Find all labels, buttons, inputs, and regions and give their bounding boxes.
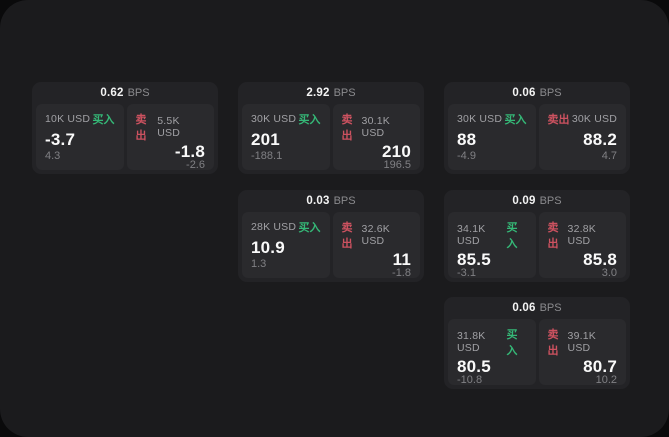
buy-side-label: 买入: [92, 114, 115, 126]
sell-side-label: 卖出: [341, 222, 353, 250]
sell-quote-tile[interactable]: 卖出 39.1K USD 80.7 10.2: [538, 319, 626, 386]
bps-unit-label: BPS: [539, 302, 562, 314]
quote-panels: 28K USD 买入 10.9 1.3 卖出 32.6K USD 11 -1.8: [242, 212, 420, 279]
sell-side-label: 卖出: [547, 222, 559, 250]
spread-header: 0.09 BPS: [448, 190, 626, 212]
quote-card-5: 0.06 BPS 31.8K USD 买入 80.5 -10.8 卖出 39.1…: [444, 297, 630, 389]
sell-sub-value: -2.6: [186, 159, 205, 171]
sell-sub-value: 4.7: [601, 150, 617, 162]
spread-header: 2.92 BPS: [242, 82, 420, 104]
sell-quote-tile[interactable]: 卖出 32.8K USD 85.8 3.0: [538, 212, 626, 279]
buy-quote-tile[interactable]: 31.8K USD 买入 80.5 -10.8: [448, 319, 536, 386]
buy-side-label: 买入: [298, 114, 321, 126]
sell-sub-value: 10.2: [595, 374, 617, 386]
sell-quote-tile[interactable]: 卖出 32.6K USD 11 -1.8: [332, 212, 420, 279]
bps-unit-label: BPS: [539, 195, 562, 207]
buy-quote-tile[interactable]: 28K USD 买入 10.9 1.3: [242, 212, 330, 278]
bps-value: 2.92: [306, 87, 330, 99]
buy-sub-value: 1.3: [251, 258, 267, 270]
sell-side-label: 卖出: [547, 329, 559, 357]
buy-side-label: 买入: [298, 222, 321, 234]
bps-value: 0.03: [306, 195, 330, 207]
sell-price: 85.8: [583, 250, 617, 269]
buy-side-label: 买入: [506, 329, 518, 357]
buy-price: 80.5: [457, 357, 491, 376]
buy-amount: 10K USD: [45, 113, 91, 125]
quote-panels: 34.1K USD 买入 85.5 -3.1 卖出 32.8K USD 85.8…: [448, 212, 626, 279]
buy-side-label: 买入: [504, 114, 527, 126]
sell-sub-value: -1.8: [392, 267, 411, 279]
sell-amount: 32.6K USD: [361, 223, 390, 247]
sell-price: 88.2: [583, 129, 617, 149]
quote-card-2: 0.06 BPS 30K USD 买入 88 -4.9 卖出 30K USD 8…: [444, 82, 630, 174]
buy-amount: 28K USD: [251, 221, 297, 233]
sell-quote-tile[interactable]: 卖出 30.1K USD 210 196.5: [332, 104, 420, 171]
sell-sub-value: 196.5: [383, 159, 411, 171]
sell-amount: 30K USD: [571, 113, 617, 125]
spread-header: 0.62 BPS: [36, 82, 214, 104]
buy-quote-tile[interactable]: 30K USD 买入 201 -188.1: [242, 104, 330, 170]
bps-value: 0.62: [100, 87, 124, 99]
quote-card-1: 2.92 BPS 30K USD 买入 201 -188.1 卖出 30.1K …: [238, 82, 424, 174]
bps-value: 0.09: [512, 195, 536, 207]
spread-header: 0.03 BPS: [242, 190, 420, 212]
buy-amount: 34.1K USD: [457, 223, 486, 247]
buy-price: -3.7: [45, 129, 76, 149]
sell-price: -1.8: [174, 142, 205, 161]
buy-quote-tile[interactable]: 30K USD 买入 88 -4.9: [448, 104, 536, 170]
bps-unit-label: BPS: [333, 195, 356, 207]
buy-price: 88: [457, 129, 477, 149]
quote-panels: 31.8K USD 买入 80.5 -10.8 卖出 39.1K USD 80.…: [448, 319, 626, 386]
spread-header: 0.06 BPS: [448, 82, 626, 104]
quote-panels: 30K USD 买入 201 -188.1 卖出 30.1K USD 210 1…: [242, 104, 420, 171]
quote-card-4: 0.09 BPS 34.1K USD 买入 85.5 -3.1 卖出 32.8K…: [444, 190, 630, 282]
spread-header: 0.06 BPS: [448, 297, 626, 319]
quote-card-0: 0.62 BPS 10K USD 买入 -3.7 4.3 卖出 5.5K USD…: [32, 82, 218, 174]
sell-price: 80.7: [583, 357, 617, 376]
bps-unit-label: BPS: [333, 87, 356, 99]
bps-unit-label: BPS: [127, 87, 150, 99]
sell-quote-tile[interactable]: 卖出 5.5K USD -1.8 -2.6: [126, 104, 214, 171]
quote-panels: 10K USD 买入 -3.7 4.3 卖出 5.5K USD -1.8 -2.…: [36, 104, 214, 171]
sell-price: 11: [392, 250, 411, 269]
sell-side-label: 卖出: [547, 114, 570, 126]
buy-price: 10.9: [251, 237, 285, 257]
buy-quote-tile[interactable]: 34.1K USD 买入 85.5 -3.1: [448, 212, 536, 279]
buy-sub-value: -3.1: [457, 267, 476, 279]
sell-amount: 32.8K USD: [567, 223, 596, 247]
sell-side-label: 卖出: [341, 114, 353, 142]
buy-sub-value: -10.8: [457, 374, 483, 386]
buy-amount: 31.8K USD: [457, 330, 486, 354]
buy-price: 201: [251, 129, 280, 149]
buy-price: 85.5: [457, 250, 491, 269]
sell-quote-tile[interactable]: 卖出 30K USD 88.2 4.7: [538, 104, 626, 170]
sell-amount: 5.5K USD: [157, 115, 181, 139]
quote-panels: 30K USD 买入 88 -4.9 卖出 30K USD 88.2 4.7: [448, 104, 626, 170]
sell-amount: 30.1K USD: [361, 115, 390, 139]
buy-side-label: 买入: [506, 222, 518, 250]
bps-value: 0.06: [512, 302, 536, 314]
buy-amount: 30K USD: [457, 113, 503, 125]
buy-amount: 30K USD: [251, 113, 297, 125]
sell-side-label: 卖出: [135, 114, 147, 142]
buy-sub-value: -4.9: [457, 150, 476, 162]
bps-unit-label: BPS: [539, 87, 562, 99]
sell-price: 210: [382, 142, 411, 161]
sell-sub-value: 3.0: [601, 267, 617, 279]
buy-sub-value: -188.1: [251, 150, 283, 162]
sell-amount: 39.1K USD: [567, 330, 596, 354]
bps-value: 0.06: [512, 87, 536, 99]
quote-card-3: 0.03 BPS 28K USD 买入 10.9 1.3 卖出 32.6K US…: [238, 190, 424, 282]
buy-sub-value: 4.3: [45, 150, 61, 162]
buy-quote-tile[interactable]: 10K USD 买入 -3.7 4.3: [36, 104, 124, 170]
